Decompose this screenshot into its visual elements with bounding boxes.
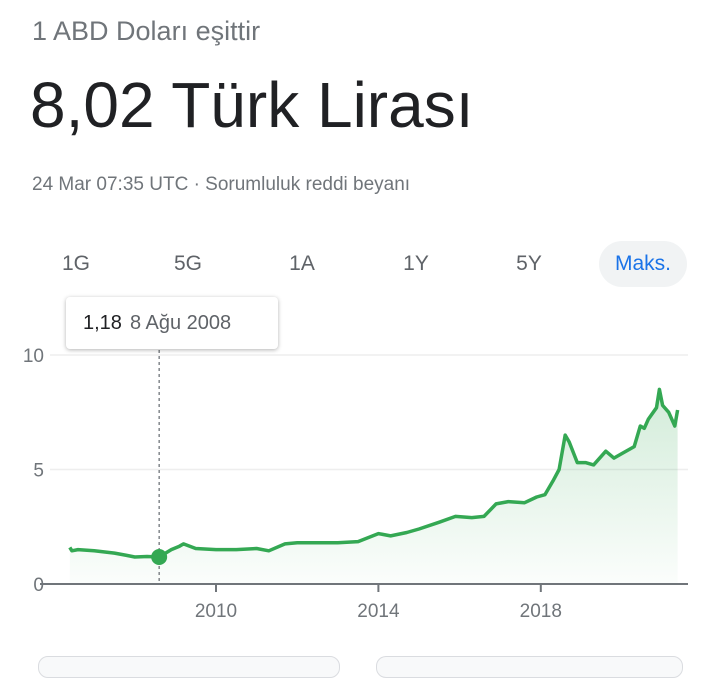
timestamp-disclaimer[interactable]: 24 Mar 07:35 UTC · Sorumluluk reddi beya… xyxy=(32,174,411,195)
conversion-value: 8,02 Türk Lirası xyxy=(30,69,474,141)
bottom-field-left[interactable] xyxy=(38,656,340,678)
y-tick-label: 10 xyxy=(23,346,44,367)
x-tick-label: 2014 xyxy=(357,601,400,622)
tab-5g[interactable]: 5G xyxy=(173,252,202,275)
tab-1a[interactable]: 1A xyxy=(289,252,315,275)
tab-1y[interactable]: 1Y xyxy=(403,252,429,275)
conversion-subtitle: 1 ABD Doları eşittir xyxy=(32,16,261,46)
price-area xyxy=(69,389,678,583)
x-tick-label: 2010 xyxy=(195,601,237,622)
hover-point xyxy=(151,548,168,565)
tab-5y[interactable]: 5Y xyxy=(516,252,542,275)
y-tick-label: 5 xyxy=(33,461,44,482)
bottom-field-right[interactable] xyxy=(376,656,683,678)
tooltip-value: 1,18 xyxy=(83,312,122,334)
range-tabs: 1G 5G 1A 1Y 5Y Maks. xyxy=(0,241,719,287)
tab-1g[interactable]: 1G xyxy=(61,252,90,275)
x-tick-label: 2018 xyxy=(520,601,562,622)
tab-max[interactable]: Maks. xyxy=(599,241,687,287)
price-chart[interactable]: 0 5 10 2010 2014 2018 xyxy=(0,0,719,660)
y-tick-label: 0 xyxy=(33,575,44,596)
tooltip-date: 8 Ağu 2008 xyxy=(129,312,232,334)
tooltip: 1,18 8 Ağu 2008 xyxy=(66,297,278,349)
price-line xyxy=(68,387,680,559)
